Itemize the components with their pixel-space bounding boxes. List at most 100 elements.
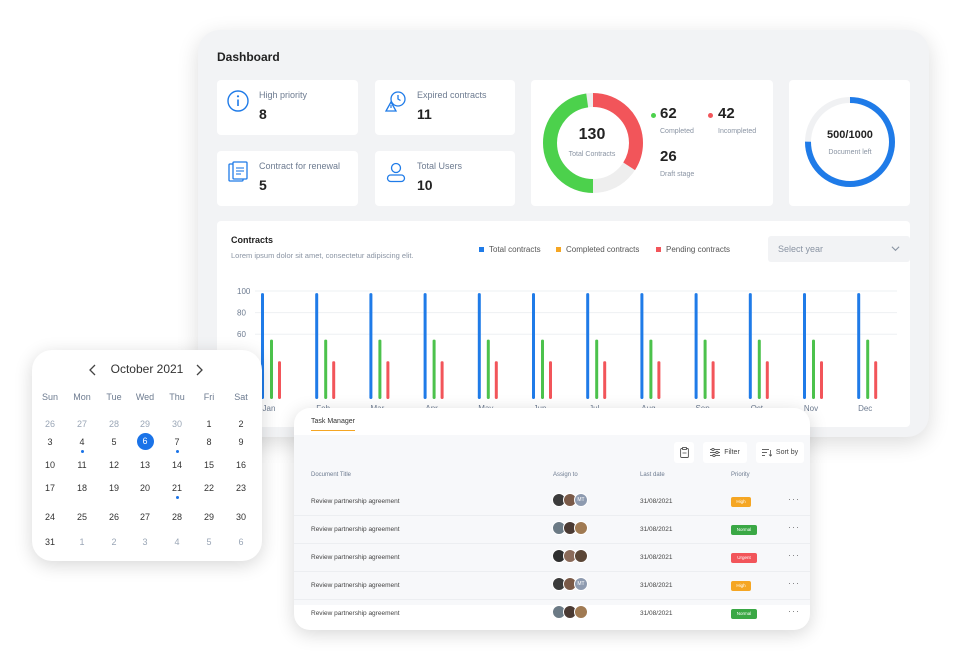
clipboard-button[interactable] — [674, 442, 694, 463]
calendar-day[interactable]: 14 — [171, 460, 182, 470]
bar-completed-contracts[interactable] — [541, 339, 544, 399]
calendar-day[interactable]: 19 — [108, 483, 119, 493]
more-options-icon[interactable]: ··· — [788, 578, 800, 588]
calendar-day[interactable]: 24 — [44, 512, 55, 522]
bar-total-contracts[interactable] — [532, 293, 535, 399]
stat-card-high-priority[interactable]: High priority 8 — [217, 80, 358, 135]
calendar-day[interactable]: 20 — [139, 483, 150, 493]
calendar-day[interactable]: 27 — [139, 512, 150, 522]
calendar-day[interactable]: 26 — [108, 512, 119, 522]
avatar[interactable]: MT — [574, 577, 588, 591]
bar-completed-contracts[interactable] — [812, 339, 815, 399]
bar-pending-contracts[interactable] — [711, 361, 715, 399]
bar-pending-contracts[interactable] — [278, 361, 281, 399]
table-row[interactable]: Review partnership agreement MT 31/08/2021… — [294, 488, 810, 516]
more-options-icon[interactable]: ··· — [788, 494, 800, 504]
stat-card-total-users[interactable]: Total Users 10 — [375, 151, 515, 206]
bar-completed-contracts[interactable] — [757, 339, 761, 399]
more-options-icon[interactable]: ··· — [788, 606, 800, 616]
table-row[interactable]: Review partnership agreement 31/08/2021 No… — [294, 600, 810, 628]
calendar-day[interactable]: 4 — [174, 537, 180, 547]
calendar-day[interactable]: 10 — [44, 460, 55, 470]
bar-total-contracts[interactable] — [640, 293, 644, 399]
bar-pending-contracts[interactable] — [603, 361, 607, 399]
calendar-day[interactable]: 23 — [235, 483, 246, 493]
bar-total-contracts[interactable] — [694, 293, 698, 399]
sort-button[interactable]: Sort by — [756, 442, 804, 463]
calendar-day[interactable]: 16 — [235, 460, 246, 470]
bar-total-contracts[interactable] — [369, 293, 373, 399]
bar-completed-contracts[interactable] — [324, 339, 328, 399]
calendar-day[interactable]: 29 — [139, 419, 150, 429]
calendar-day[interactable]: 3 — [142, 537, 148, 547]
more-options-icon[interactable]: ··· — [788, 522, 800, 532]
calendar-day[interactable]: 17 — [44, 483, 55, 493]
bar-pending-contracts[interactable] — [440, 361, 444, 399]
avatar[interactable] — [574, 549, 588, 563]
more-options-icon[interactable]: ··· — [788, 550, 800, 560]
calendar-day[interactable]: 5 — [206, 537, 212, 547]
bar-pending-contracts[interactable] — [657, 361, 661, 399]
calendar-day[interactable]: 11 — [77, 460, 87, 470]
calendar-day[interactable]: 4 — [79, 437, 85, 447]
bar-pending-contracts[interactable] — [874, 361, 878, 399]
bar-completed-contracts[interactable] — [595, 339, 599, 399]
calendar-day[interactable]: 27 — [76, 419, 87, 429]
calendar-day[interactable]: 29 — [203, 512, 214, 522]
calendar-day[interactable]: 15 — [203, 460, 214, 470]
calendar-day[interactable]: 22 — [203, 483, 214, 493]
table-row[interactable]: Review partnership agreement 31/08/2021 No… — [294, 516, 810, 544]
bar-completed-contracts[interactable] — [270, 339, 273, 399]
calendar-day[interactable]: 2 — [238, 419, 244, 429]
calendar-day[interactable]: 12 — [108, 460, 119, 470]
calendar-day[interactable]: 1 — [206, 419, 212, 429]
calendar-day[interactable]: 30 — [235, 512, 246, 522]
calendar-day[interactable]: 6 — [132, 433, 158, 450]
avatar[interactable] — [574, 605, 588, 619]
calendar-day[interactable]: 28 — [171, 512, 182, 522]
stat-card-contract-renewal[interactable]: Contract for renewal 5 — [217, 151, 358, 206]
selected-day[interactable]: 6 — [136, 433, 154, 450]
bar-total-contracts[interactable] — [586, 293, 590, 399]
bar-completed-contracts[interactable] — [432, 339, 436, 399]
bar-total-contracts[interactable] — [857, 293, 861, 399]
bar-pending-contracts[interactable] — [386, 361, 390, 399]
chevron-right-icon[interactable] — [194, 364, 204, 376]
calendar-day[interactable]: 5 — [111, 437, 117, 447]
calendar-day[interactable]: 3 — [47, 437, 53, 447]
table-row[interactable]: Review partnership agreement MT 31/08/2021… — [294, 572, 810, 600]
bar-pending-contracts[interactable] — [765, 361, 769, 399]
calendar-day[interactable]: 13 — [139, 460, 150, 470]
calendar-day[interactable]: 30 — [171, 419, 182, 429]
bar-completed-contracts[interactable] — [486, 339, 490, 399]
calendar-day[interactable]: 28 — [108, 419, 119, 429]
calendar-day[interactable]: 8 — [206, 437, 212, 447]
bar-pending-contracts[interactable] — [549, 361, 552, 399]
bar-completed-contracts[interactable] — [378, 339, 382, 399]
bar-completed-contracts[interactable] — [649, 339, 653, 399]
chevron-left-icon[interactable] — [88, 364, 98, 376]
bar-total-contracts[interactable] — [748, 293, 752, 399]
bar-pending-contracts[interactable] — [332, 361, 336, 399]
calendar-day[interactable]: 31 — [44, 537, 55, 547]
table-row[interactable]: Review partnership agreement 31/08/2021 Ur… — [294, 544, 810, 572]
bar-total-contracts[interactable] — [803, 293, 806, 399]
calendar-day[interactable]: 7 — [174, 437, 180, 447]
calendar-day[interactable]: 2 — [111, 537, 117, 547]
bar-completed-contracts[interactable] — [703, 339, 707, 399]
calendar-day[interactable]: 21 — [171, 483, 182, 493]
bar-completed-contracts[interactable] — [866, 339, 870, 399]
calendar-day[interactable]: 6 — [238, 537, 244, 547]
bar-pending-contracts[interactable] — [820, 361, 823, 399]
bar-total-contracts[interactable] — [423, 293, 427, 399]
calendar-day[interactable]: 25 — [76, 512, 87, 522]
stat-card-expired-contracts[interactable]: Expired contracts 11 — [375, 80, 515, 135]
avatar[interactable]: MT — [574, 493, 588, 507]
avatar[interactable] — [574, 521, 588, 535]
calendar-day[interactable]: 1 — [79, 537, 85, 547]
calendar-day[interactable]: 18 — [76, 483, 87, 493]
tab-task-manager[interactable]: Task Manager — [311, 418, 355, 431]
filter-button[interactable]: Filter — [703, 442, 747, 463]
year-select[interactable]: Select year — [768, 236, 910, 262]
bar-total-contracts[interactable] — [315, 293, 319, 399]
